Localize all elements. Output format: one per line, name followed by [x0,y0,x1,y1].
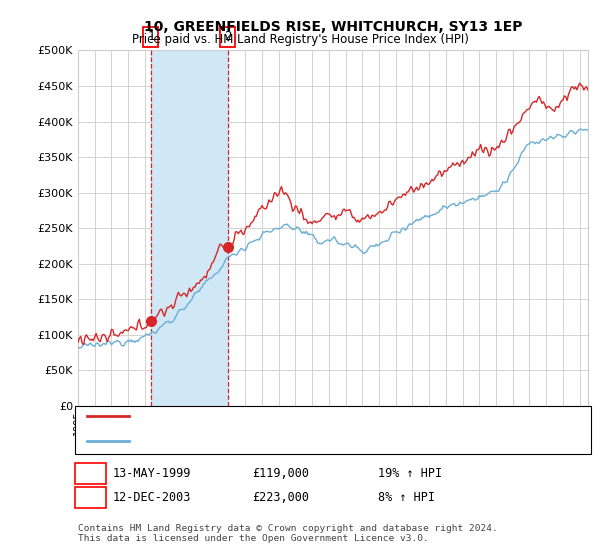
Text: £223,000: £223,000 [252,491,309,504]
Text: 1: 1 [147,30,155,44]
Text: £119,000: £119,000 [252,466,309,480]
Text: 10, GREENFIELDS RISE, WHITCHURCH, SY13 1EP (detached house): 10, GREENFIELDS RISE, WHITCHURCH, SY13 1… [135,411,504,421]
Text: 12-DEC-2003: 12-DEC-2003 [112,491,191,504]
Text: 13-MAY-1999: 13-MAY-1999 [112,466,191,480]
Text: 2: 2 [224,30,232,44]
Bar [151,50,227,406]
Title: 10, GREENFIELDS RISE, WHITCHURCH, SY13 1EP: 10, GREENFIELDS RISE, WHITCHURCH, SY13 1… [144,20,522,34]
Text: 8% ↑ HPI: 8% ↑ HPI [378,491,435,504]
Text: HPI: Average price, detached house, Shropshire: HPI: Average price, detached house, Shro… [135,436,422,446]
Text: 1: 1 [87,466,94,480]
Text: 2: 2 [87,491,94,504]
Text: Price paid vs. HM Land Registry's House Price Index (HPI): Price paid vs. HM Land Registry's House … [131,33,469,46]
Text: 19% ↑ HPI: 19% ↑ HPI [378,466,442,480]
Text: Contains HM Land Registry data © Crown copyright and database right 2024.
This d: Contains HM Land Registry data © Crown c… [78,524,498,543]
